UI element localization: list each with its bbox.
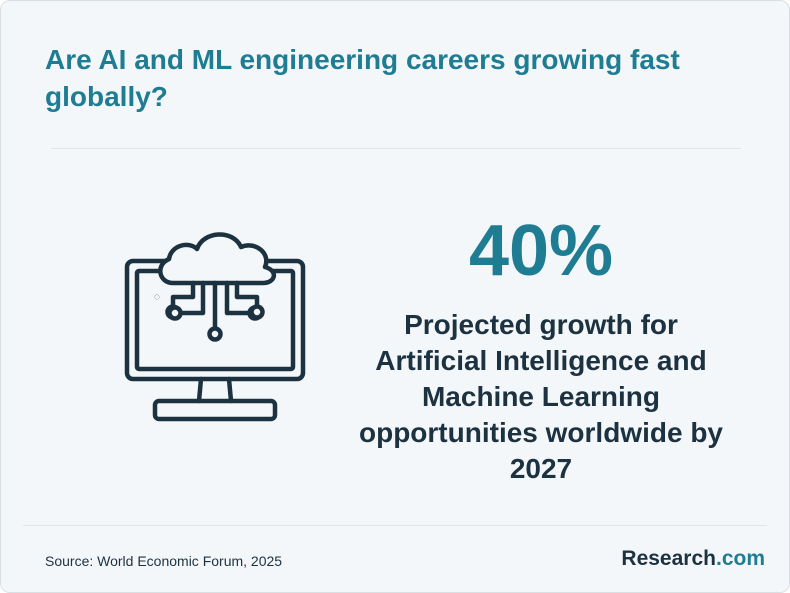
brand-name: Research: [621, 547, 716, 570]
stat-description: Projected growth for Artificial Intellig…: [359, 309, 723, 484]
cloud-computer-icon: [124, 232, 306, 422]
source-citation: Source: World Economic Forum, 2025: [45, 553, 283, 569]
footer-divider: [23, 525, 767, 526]
brand-dot: .: [715, 547, 722, 570]
page-title: Are AI and ML engineering careers growin…: [45, 44, 680, 112]
brand-tld: com: [721, 547, 765, 570]
brand-logo[interactable]: Research.com: [621, 546, 765, 572]
stat-value: 40%: [468, 211, 614, 291]
header-divider: [51, 148, 741, 149]
